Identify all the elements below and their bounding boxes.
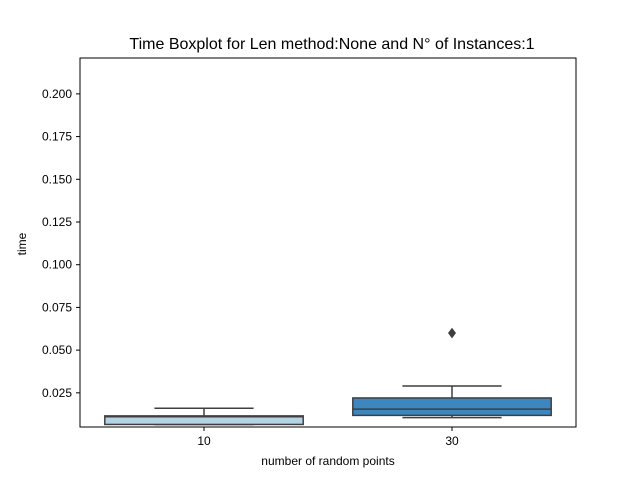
y-tick-label: 0.100	[42, 258, 72, 272]
y-tick-label: 0.025	[42, 386, 72, 400]
y-tick-label: 0.150	[42, 172, 72, 186]
x-axis-label: number of random points	[261, 454, 394, 468]
x-tick-label: 30	[445, 434, 459, 448]
y-axis-label: time	[15, 232, 29, 255]
x-tick-label: 10	[197, 434, 211, 448]
y-tick-label: 0.050	[42, 343, 72, 357]
outlier-point	[448, 327, 456, 339]
y-tick-label: 0.125	[42, 215, 72, 229]
chart-title: Time Boxplot for Len method:None and N° …	[129, 36, 534, 53]
plot-frame	[79, 57, 577, 428]
box-30	[352, 397, 552, 417]
box-10	[104, 415, 304, 426]
plot-area: 0.025 0.050 0.075 0.100 0.125 0.150 0.175 0.200…	[42, 87, 552, 448]
y-tick-label: 0.175	[42, 130, 72, 144]
y-tick-label: 0.200	[42, 87, 72, 101]
y-tick-label: 0.075	[42, 300, 72, 314]
